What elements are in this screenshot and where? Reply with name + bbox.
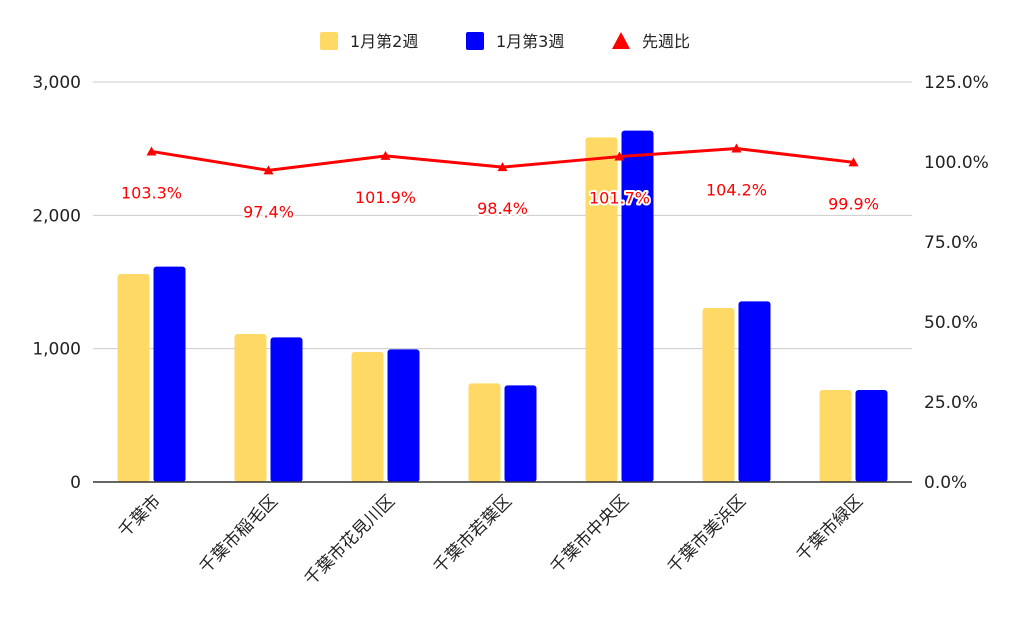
ratio-data-label: 98.4% xyxy=(477,199,528,218)
ratio-point-marker xyxy=(146,146,157,156)
x-category-label: 千葉市若葉区 xyxy=(430,491,516,577)
legend-label: 1月第3週 xyxy=(496,32,564,51)
ratio-data-label: 97.4% xyxy=(243,202,294,221)
y-left-tick-label: 1,000 xyxy=(32,340,81,360)
bar-week2 xyxy=(468,383,501,482)
ratio-point-marker xyxy=(497,162,508,172)
y-right-tick-label: 125.0% xyxy=(924,73,989,93)
y-right-tick-label: 0.0% xyxy=(924,473,967,493)
gridlines xyxy=(93,81,912,350)
ratio-point-marker xyxy=(614,151,625,161)
ratio-data-label: 101.9% xyxy=(355,188,416,207)
x-category-label: 千葉市中央区 xyxy=(547,491,633,577)
bar-week2 xyxy=(351,352,384,482)
bar-week3 xyxy=(504,385,537,482)
y-left-tick-label: 3,000 xyxy=(32,73,81,93)
legend-triangle-marker xyxy=(612,32,630,49)
ratio-point-marker xyxy=(263,165,274,175)
ratio-data-label: 104.2% xyxy=(706,181,767,200)
bar-week2 xyxy=(234,334,267,482)
legend-label: 先週比 xyxy=(642,32,690,51)
legend-label: 1月第2週 xyxy=(350,32,418,51)
bar-week3 xyxy=(387,349,420,482)
bar-series xyxy=(117,130,888,483)
bar-week2 xyxy=(702,308,735,482)
x-category-label: 千葉市緑区 xyxy=(793,491,867,565)
ratio-data-label: 101.7% xyxy=(589,189,650,208)
y-right-tick-label: 100.0% xyxy=(924,153,989,173)
ratio-point-marker xyxy=(848,157,859,167)
ratio-data-label: 103.3% xyxy=(121,183,182,202)
bar-week3 xyxy=(855,390,888,482)
bar-week3 xyxy=(270,337,303,482)
bar-week3 xyxy=(153,266,186,482)
y-left-tick-label: 0 xyxy=(70,473,81,493)
y-right-tick-label: 75.0% xyxy=(924,233,978,253)
legend-swatch xyxy=(320,32,338,50)
legend-swatch xyxy=(466,32,484,50)
bar-week3 xyxy=(621,130,654,482)
ratio-data-label: 99.9% xyxy=(828,194,879,213)
x-category-label: 千葉市稲毛区 xyxy=(196,491,282,577)
ratio-point-marker xyxy=(380,150,391,160)
bar-week2 xyxy=(117,274,150,482)
bar-week3 xyxy=(738,301,771,482)
y-right-tick-label: 25.0% xyxy=(924,393,978,413)
x-category-label: 千葉市花見川区 xyxy=(301,491,399,589)
ratio-line-series: 103.3% 97.4% 101.9% 98.4% 101.7% 104.2% 99.9% xyxy=(119,143,881,223)
y-right-tick-label: 50.0% xyxy=(924,313,978,333)
y-left-tick-label: 2,000 xyxy=(32,206,81,226)
bar-week2 xyxy=(819,390,852,482)
x-category-label: 千葉市 xyxy=(115,491,165,541)
legend: 1月第2週 1月第3週 先週比 xyxy=(320,32,690,51)
bar-week2 xyxy=(585,137,618,483)
ratio-point-marker xyxy=(731,143,742,153)
x-category-label: 千葉市美浜区 xyxy=(664,491,750,577)
